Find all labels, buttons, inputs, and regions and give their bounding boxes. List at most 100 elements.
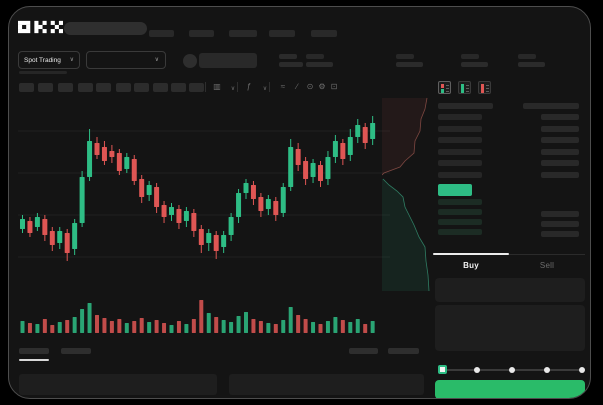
price-field[interactable] [435,278,585,302]
candle-body [332,141,338,157]
candle-body [116,153,122,171]
slider-stop[interactable] [474,367,480,373]
ask-amount-placeholder[interactable] [541,148,579,155]
bottom-link-placeholder[interactable] [388,348,419,354]
tab-sell[interactable]: Sell [539,261,555,270]
candle-body [34,217,40,227]
candle-body [280,187,286,213]
line-tool-icon[interactable]: ≈ [280,82,286,91]
candle-body [318,165,323,181]
candle-body [198,229,204,245]
ask-price-placeholder[interactable] [438,171,482,178]
timeframe-chip[interactable] [134,83,149,92]
nav-item-placeholder[interactable] [311,30,337,37]
nav-item-placeholder[interactable] [149,30,174,37]
nav-item-placeholder[interactable] [189,30,214,37]
volume-bar [296,315,301,333]
depth-chart[interactable] [382,97,430,303]
bid-price-placeholder[interactable] [438,229,482,235]
bottom-tab-underline [19,359,49,361]
slider-stop[interactable] [579,367,585,373]
tab-buy[interactable]: Buy [463,261,479,270]
ask-price-placeholder[interactable] [438,114,482,120]
timeframe-chip[interactable] [189,83,204,92]
timeframe-chip[interactable] [58,83,73,92]
list-line [446,88,449,89]
market-type-dropdown[interactable]: Spot Trading ∨ [18,51,80,69]
nav-item-placeholder[interactable] [269,30,295,37]
book-asks-icon[interactable] [478,81,491,94]
ask-price-placeholder[interactable] [438,125,482,132]
volume-bar [27,323,32,333]
bid-amount-placeholder[interactable] [541,211,579,217]
bids-depth-fill [382,179,429,291]
ask-amount-placeholder[interactable] [541,125,579,132]
book-combined-icon[interactable] [438,81,451,94]
candlestick-chart[interactable] [18,97,390,343]
bid-price-placeholder[interactable] [438,199,482,205]
ask-amount-placeholder[interactable] [541,160,579,166]
volume-bar [102,318,107,333]
list-line [466,88,469,89]
slider-handle[interactable] [438,365,447,374]
amount-field[interactable] [435,305,585,351]
book-bids-icon[interactable] [458,81,471,94]
ask-amount-placeholder[interactable] [541,137,579,143]
candle-body [288,147,294,187]
ob-header-right-placeholder [523,103,579,109]
color-block [461,84,464,93]
timeframe-chip[interactable] [19,83,34,92]
ask-price-placeholder[interactable] [438,137,482,143]
volume-bar [124,323,129,333]
volume-bar [65,320,70,333]
timeframe-chip[interactable] [171,83,186,92]
stat-value-placeholder [518,62,545,67]
candle-type-icon[interactable]: ▥ [213,82,221,91]
market-type-label: Spot Trading [24,56,61,64]
pair-dropdown[interactable]: ∨ [86,51,166,69]
timeframe-chip[interactable] [116,83,131,92]
timeframe-chip[interactable] [78,83,93,92]
history-panel-placeholder[interactable] [229,374,424,395]
volume-bar [199,300,204,333]
bid-amount-placeholder[interactable] [541,221,579,227]
timeframe-chip[interactable] [38,83,53,92]
settings-gear-icon[interactable]: ⚙ [318,82,326,91]
slider-stop[interactable] [509,367,515,373]
stat-label-placeholder [518,54,536,59]
volume-bar [311,322,316,333]
nav-item-placeholder[interactable] [229,30,257,37]
ask-amount-placeholder[interactable] [541,114,579,120]
ask-price-placeholder[interactable] [438,160,482,166]
camera-icon[interactable]: ⊙ [306,82,314,91]
bid-price-placeholder[interactable] [438,209,482,215]
ask-price-placeholder[interactable] [438,148,482,155]
bottom-link-placeholder[interactable] [349,348,378,354]
candle-body [325,157,331,179]
volume-bar [303,319,308,333]
indicators-icon[interactable]: ƒ [246,82,252,91]
orders-panel-placeholder[interactable] [19,374,217,395]
timeframe-chip[interactable] [153,83,168,92]
slider-stop[interactable] [544,367,550,373]
bottom-tab-placeholder[interactable] [61,348,91,354]
volume-bar [184,324,189,333]
draw-icon[interactable]: ∕ [296,82,298,91]
search-input[interactable] [64,22,147,35]
chevron-down-icon: ∨ [154,57,159,63]
candle-body [146,185,152,195]
bid-amount-placeholder[interactable] [541,231,579,237]
buy-submit-button[interactable] [435,380,585,398]
candle-body [64,233,70,253]
stat-label-placeholder [396,54,414,59]
candle-body [183,211,189,221]
bottom-tab-placeholder[interactable] [19,348,49,354]
ask-amount-placeholder[interactable] [541,171,579,178]
last-price-badge[interactable] [438,184,472,196]
timeframe-chip[interactable] [96,83,111,92]
fullscreen-icon[interactable]: ⊡ [330,82,338,91]
chevron-down-icon[interactable]: ∨ [262,86,268,92]
bid-price-placeholder[interactable] [438,219,482,225]
chevron-down-icon[interactable]: ∨ [230,86,236,92]
candle-body [303,161,309,179]
